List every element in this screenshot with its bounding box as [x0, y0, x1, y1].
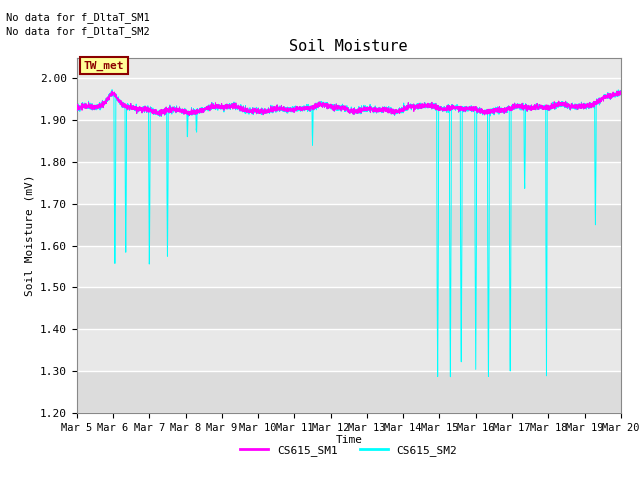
- Bar: [77, 120, 621, 162]
- Bar: [77, 162, 621, 204]
- Bar: [77, 204, 621, 246]
- Bar: [77, 288, 621, 329]
- Bar: [77, 79, 621, 120]
- Text: TW_met: TW_met: [84, 60, 124, 71]
- Bar: [77, 246, 621, 288]
- Y-axis label: Soil Moisture (mV): Soil Moisture (mV): [24, 174, 35, 296]
- X-axis label: Time: Time: [335, 435, 362, 445]
- Text: No data for f_DltaT_SM1: No data for f_DltaT_SM1: [6, 12, 150, 23]
- Legend: CS615_SM1, CS615_SM2: CS615_SM1, CS615_SM2: [236, 441, 462, 460]
- Bar: [77, 371, 621, 413]
- Title: Soil Moisture: Soil Moisture: [289, 39, 408, 54]
- Text: No data for f_DltaT_SM2: No data for f_DltaT_SM2: [6, 26, 150, 37]
- Bar: [77, 329, 621, 371]
